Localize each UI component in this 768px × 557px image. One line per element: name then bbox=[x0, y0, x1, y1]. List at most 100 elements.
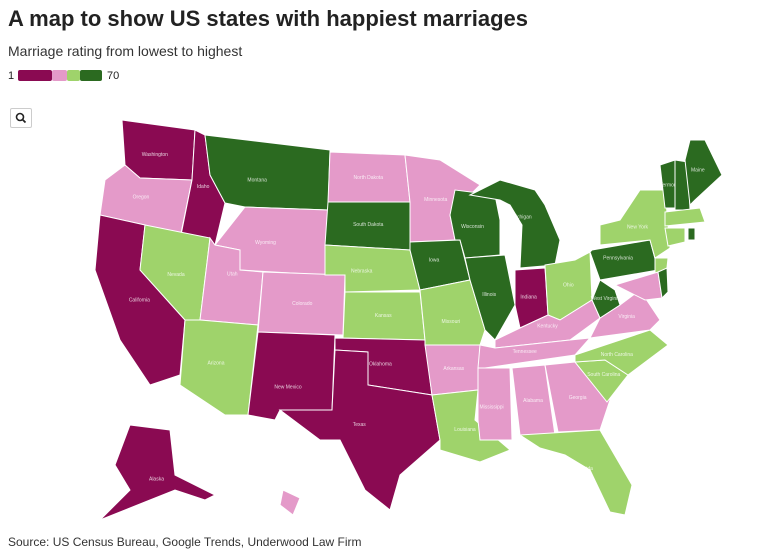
state bbox=[511, 364, 556, 436]
state-label: New York bbox=[627, 224, 649, 230]
state bbox=[404, 154, 481, 243]
state bbox=[518, 429, 633, 516]
state bbox=[179, 129, 226, 246]
state bbox=[684, 139, 723, 207]
state bbox=[327, 151, 411, 203]
state bbox=[664, 227, 686, 247]
state bbox=[659, 159, 676, 209]
state-label: Vermont bbox=[659, 183, 678, 189]
state-label: California bbox=[129, 297, 150, 303]
state-label: New Mexico bbox=[274, 384, 301, 390]
state-label: Colorado bbox=[292, 301, 313, 307]
state bbox=[324, 201, 411, 251]
state bbox=[342, 291, 426, 341]
state bbox=[687, 227, 696, 241]
state-label: Kentucky bbox=[537, 323, 558, 329]
state bbox=[664, 207, 706, 227]
state-label: Idaho bbox=[197, 184, 210, 190]
state bbox=[99, 164, 193, 239]
state-label: Washington bbox=[142, 152, 168, 158]
state bbox=[424, 344, 481, 396]
state-label: Ohio bbox=[563, 283, 574, 289]
state bbox=[121, 119, 196, 181]
legend-swatch bbox=[52, 70, 67, 81]
state bbox=[94, 214, 186, 386]
state bbox=[279, 489, 301, 516]
legend-min: 1 bbox=[8, 70, 14, 82]
state bbox=[449, 189, 501, 259]
state-label: Montana bbox=[247, 177, 267, 183]
state bbox=[468, 179, 561, 269]
state bbox=[514, 267, 549, 329]
state bbox=[589, 289, 661, 339]
state-label: South Carolina bbox=[587, 372, 620, 378]
state-label: Mississippi bbox=[480, 405, 504, 411]
state bbox=[431, 389, 511, 463]
state-label: Illinois bbox=[482, 292, 496, 298]
state bbox=[657, 267, 669, 300]
states: Washington Oregon Idaho Montana Wyoming Calif… bbox=[94, 119, 723, 521]
state-label: Indiana bbox=[520, 295, 537, 301]
state-label: Arkansas bbox=[443, 366, 464, 372]
subtitle: Marriage rating from lowest to highest bbox=[8, 43, 243, 59]
legend-swatch bbox=[67, 70, 80, 81]
state-label: Virginia bbox=[618, 314, 635, 320]
source: Source: US Census Bureau, Google Trends,… bbox=[8, 535, 362, 549]
state-label: Wisconsin bbox=[461, 224, 484, 230]
state-label: Wyoming bbox=[255, 240, 276, 246]
state bbox=[419, 279, 486, 346]
state-label: North Carolina bbox=[601, 352, 633, 358]
state-label: Arizona bbox=[208, 361, 225, 367]
state bbox=[674, 159, 691, 211]
state-label: Kansas bbox=[375, 313, 392, 319]
state bbox=[204, 134, 331, 211]
state bbox=[589, 239, 659, 281]
state bbox=[591, 279, 621, 319]
search-button[interactable] bbox=[10, 108, 32, 128]
state bbox=[544, 251, 593, 321]
state bbox=[654, 257, 669, 288]
state bbox=[139, 224, 211, 321]
legend-max: 70 bbox=[107, 70, 119, 82]
state-label: Nebraska bbox=[351, 268, 373, 274]
state-label: Oregon bbox=[133, 195, 150, 201]
state bbox=[599, 189, 671, 259]
state-label: Minnesota bbox=[424, 197, 447, 203]
title: A map to show US states with happiest ma… bbox=[8, 6, 528, 31]
state bbox=[477, 367, 513, 441]
state-label: Florida bbox=[578, 466, 594, 472]
state bbox=[214, 206, 329, 276]
legend-swatches bbox=[18, 70, 102, 81]
state bbox=[179, 319, 259, 416]
state-label: Alabama bbox=[523, 398, 543, 404]
state bbox=[464, 254, 516, 341]
state-label: Texas bbox=[353, 422, 367, 428]
state bbox=[257, 271, 346, 336]
state-label: North Dakota bbox=[354, 175, 384, 181]
search-icon bbox=[15, 112, 27, 124]
state-label: Iowa bbox=[429, 258, 440, 264]
state bbox=[324, 244, 421, 293]
state-label: Utah bbox=[227, 272, 238, 278]
state bbox=[477, 337, 592, 369]
state-label: Michigan bbox=[512, 215, 532, 221]
state bbox=[574, 329, 669, 376]
state-label: West Virginia bbox=[591, 296, 620, 302]
legend-swatch bbox=[80, 70, 102, 81]
state bbox=[199, 236, 264, 326]
state bbox=[409, 239, 471, 291]
state-label: Tennessee bbox=[513, 349, 537, 355]
state bbox=[494, 299, 601, 349]
state-label: Georgia bbox=[569, 395, 587, 401]
state-label: Missouri bbox=[442, 319, 461, 325]
state-label: Alaska bbox=[149, 476, 164, 482]
state bbox=[613, 271, 663, 301]
state-label: Oklahoma bbox=[369, 362, 392, 368]
state-label: Nevada bbox=[167, 272, 184, 278]
state-label: South Dakota bbox=[353, 222, 384, 228]
state-label: Maine bbox=[691, 167, 705, 173]
state-label: Pennsylvania bbox=[603, 256, 633, 262]
state bbox=[99, 424, 217, 521]
state-label: Louisiana bbox=[454, 427, 476, 433]
